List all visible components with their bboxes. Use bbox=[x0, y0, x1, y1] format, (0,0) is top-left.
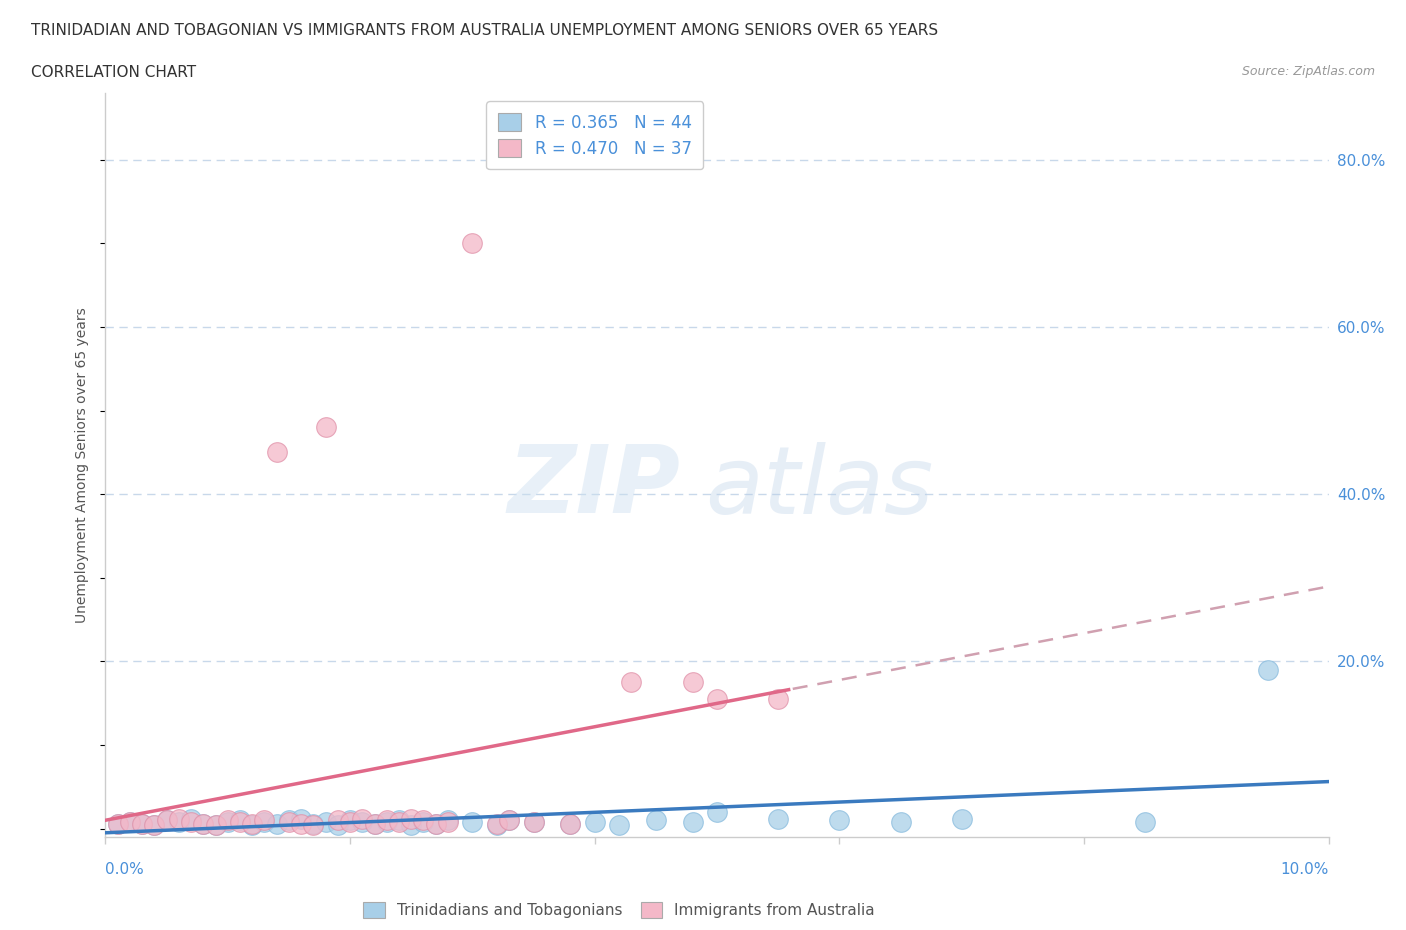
Point bbox=[401, 811, 423, 826]
Point bbox=[155, 813, 177, 828]
Text: 10.0%: 10.0% bbox=[1281, 862, 1329, 877]
Point bbox=[217, 813, 239, 828]
Point bbox=[523, 815, 546, 830]
Point bbox=[388, 813, 411, 828]
Point bbox=[302, 817, 325, 832]
Point bbox=[412, 815, 434, 830]
Point bbox=[302, 817, 325, 831]
Point bbox=[950, 811, 973, 826]
Text: CORRELATION CHART: CORRELATION CHART bbox=[31, 65, 195, 80]
Point bbox=[583, 815, 606, 830]
Point bbox=[644, 813, 666, 828]
Legend: Trinidadians and Tobagonians, Immigrants from Australia: Trinidadians and Tobagonians, Immigrants… bbox=[356, 894, 883, 926]
Point bbox=[437, 813, 460, 828]
Point bbox=[193, 817, 215, 831]
Point bbox=[363, 817, 385, 831]
Point bbox=[682, 815, 704, 830]
Point bbox=[290, 817, 312, 831]
Point bbox=[485, 817, 508, 831]
Point bbox=[326, 813, 349, 828]
Point bbox=[620, 675, 643, 690]
Text: Source: ZipAtlas.com: Source: ZipAtlas.com bbox=[1241, 65, 1375, 78]
Point bbox=[217, 815, 239, 830]
Point bbox=[315, 815, 337, 830]
Point bbox=[607, 817, 630, 832]
Point bbox=[1133, 815, 1156, 830]
Point bbox=[278, 815, 301, 830]
Point bbox=[425, 817, 447, 831]
Point bbox=[461, 236, 484, 251]
Point bbox=[706, 692, 728, 707]
Point bbox=[240, 817, 263, 831]
Point bbox=[315, 420, 337, 435]
Point bbox=[204, 817, 226, 832]
Point bbox=[339, 815, 361, 830]
Point bbox=[118, 815, 141, 830]
Point bbox=[180, 811, 202, 826]
Point bbox=[229, 815, 252, 830]
Point bbox=[412, 813, 434, 828]
Point bbox=[339, 813, 361, 828]
Y-axis label: Unemployment Among Seniors over 65 years: Unemployment Among Seniors over 65 years bbox=[76, 307, 90, 623]
Point bbox=[560, 817, 582, 831]
Point bbox=[253, 815, 276, 830]
Point bbox=[498, 813, 520, 828]
Point bbox=[290, 811, 312, 826]
Point bbox=[229, 813, 252, 828]
Point bbox=[131, 817, 153, 831]
Point bbox=[375, 815, 398, 830]
Point bbox=[204, 817, 226, 832]
Point bbox=[401, 817, 423, 832]
Point bbox=[155, 813, 177, 828]
Point bbox=[107, 817, 129, 832]
Point bbox=[388, 815, 411, 830]
Point bbox=[437, 815, 460, 830]
Point bbox=[523, 815, 546, 830]
Point bbox=[253, 813, 276, 828]
Point bbox=[326, 817, 349, 832]
Point bbox=[889, 815, 911, 830]
Point bbox=[193, 817, 215, 831]
Point bbox=[375, 813, 398, 828]
Text: TRINIDADIAN AND TOBAGONIAN VS IMMIGRANTS FROM AUSTRALIA UNEMPLOYMENT AMONG SENIO: TRINIDADIAN AND TOBAGONIAN VS IMMIGRANTS… bbox=[31, 23, 938, 38]
Point bbox=[461, 815, 484, 830]
Point bbox=[278, 813, 301, 828]
Point bbox=[706, 804, 728, 819]
Point bbox=[768, 811, 790, 826]
Point bbox=[167, 815, 190, 830]
Point bbox=[167, 811, 190, 826]
Point bbox=[143, 817, 166, 832]
Point bbox=[107, 817, 129, 832]
Point bbox=[485, 817, 508, 832]
Text: ZIP: ZIP bbox=[508, 442, 681, 533]
Point bbox=[180, 815, 202, 830]
Point bbox=[240, 817, 263, 832]
Point bbox=[768, 692, 790, 707]
Point bbox=[352, 815, 374, 830]
Point bbox=[1256, 662, 1278, 677]
Point bbox=[498, 813, 520, 828]
Text: 0.0%: 0.0% bbox=[105, 862, 145, 877]
Text: atlas: atlas bbox=[704, 442, 934, 533]
Point bbox=[266, 817, 288, 831]
Point bbox=[118, 815, 141, 830]
Point bbox=[266, 445, 288, 460]
Point bbox=[682, 675, 704, 690]
Point bbox=[560, 817, 582, 831]
Point bbox=[828, 813, 851, 828]
Point bbox=[143, 817, 166, 832]
Point bbox=[363, 817, 385, 831]
Point bbox=[131, 817, 153, 831]
Point bbox=[352, 811, 374, 826]
Point bbox=[425, 817, 447, 831]
